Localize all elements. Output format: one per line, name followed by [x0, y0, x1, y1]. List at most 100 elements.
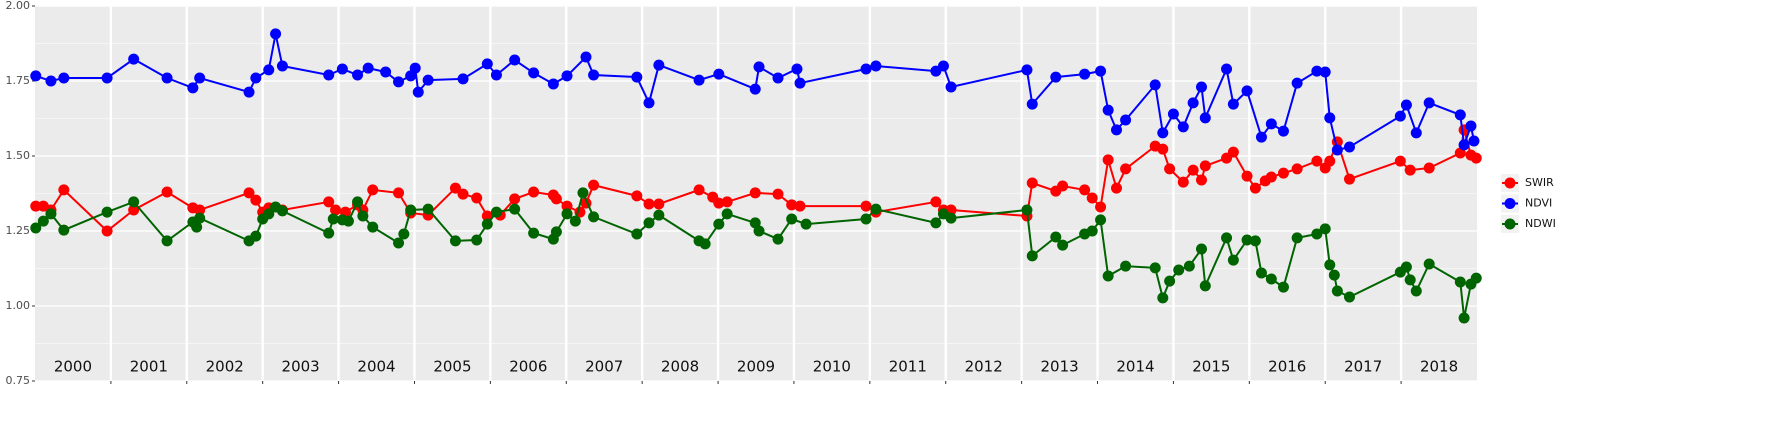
point: [753, 61, 765, 73]
point: [128, 196, 140, 208]
point: [1291, 77, 1303, 89]
point: [713, 68, 725, 80]
point: [699, 238, 711, 250]
point: [1026, 250, 1038, 262]
point: [1157, 143, 1169, 155]
y-tick-label: 1.25: [6, 224, 31, 237]
legend-point: [1504, 177, 1516, 189]
point: [243, 187, 255, 199]
point: [45, 75, 57, 87]
point: [30, 70, 42, 82]
point: [422, 74, 434, 86]
point: [1196, 174, 1208, 186]
y-tick-label: 1.50: [6, 149, 31, 162]
year-label: 2002: [206, 358, 244, 376]
point: [101, 225, 113, 237]
point: [1324, 259, 1336, 271]
point: [1095, 201, 1107, 213]
point: [1050, 231, 1062, 243]
point: [721, 196, 733, 208]
point: [1265, 171, 1277, 183]
point: [1255, 267, 1267, 279]
point: [1410, 285, 1422, 297]
point: [30, 222, 42, 234]
point: [194, 72, 206, 84]
point: [721, 208, 733, 220]
point: [772, 188, 784, 200]
point: [1057, 239, 1069, 251]
point: [250, 194, 262, 206]
point: [550, 193, 562, 205]
point: [393, 187, 405, 199]
year-label: 2014: [1116, 358, 1154, 376]
point: [1102, 104, 1114, 116]
legend-label: NDWI: [1525, 217, 1556, 230]
point: [336, 63, 348, 75]
point: [1324, 155, 1336, 167]
point: [449, 235, 461, 247]
point: [1173, 264, 1185, 276]
point: [1465, 120, 1477, 132]
point: [653, 59, 665, 71]
point: [263, 208, 275, 220]
year-label: 2016: [1268, 358, 1306, 376]
point: [481, 58, 493, 70]
point: [1454, 109, 1466, 121]
point: [1343, 291, 1355, 303]
point: [1111, 124, 1122, 136]
point: [327, 213, 339, 225]
point: [1120, 260, 1132, 272]
point: [250, 230, 262, 242]
point: [323, 227, 335, 239]
point: [323, 69, 335, 81]
point: [631, 71, 643, 83]
point: [1343, 173, 1355, 185]
point: [45, 208, 57, 220]
point: [631, 190, 643, 202]
point: [342, 215, 354, 227]
point: [1199, 160, 1211, 172]
point: [528, 67, 540, 79]
point: [1331, 144, 1343, 156]
point: [422, 203, 434, 215]
point: [653, 198, 665, 210]
point: [1120, 114, 1132, 126]
point: [128, 53, 140, 65]
point: [1187, 164, 1199, 176]
year-label: 2011: [889, 358, 927, 376]
point: [786, 213, 798, 225]
point: [1021, 204, 1033, 216]
point: [1277, 125, 1289, 137]
point: [263, 64, 275, 76]
point: [930, 217, 942, 229]
point: [550, 226, 562, 238]
point: [870, 203, 882, 215]
point: [794, 200, 806, 212]
point: [276, 60, 288, 72]
point: [1394, 155, 1406, 167]
point: [713, 197, 725, 209]
point: [1164, 163, 1176, 175]
point: [1086, 192, 1098, 204]
point: [1021, 64, 1033, 76]
point: [409, 62, 421, 74]
point: [1400, 261, 1412, 273]
year-label: 2004: [357, 358, 395, 376]
point: [794, 77, 806, 89]
point: [1177, 121, 1189, 133]
point: [457, 188, 469, 200]
point: [161, 186, 173, 198]
point: [509, 193, 521, 205]
point: [753, 225, 765, 237]
point: [937, 60, 949, 72]
point: [1404, 274, 1416, 286]
point: [490, 69, 502, 81]
year-label: 2001: [130, 358, 168, 376]
point: [772, 72, 784, 84]
point: [101, 72, 113, 84]
point: [1458, 139, 1470, 151]
point: [194, 204, 206, 216]
point: [577, 187, 589, 199]
point: [588, 179, 600, 191]
point: [1079, 184, 1091, 196]
